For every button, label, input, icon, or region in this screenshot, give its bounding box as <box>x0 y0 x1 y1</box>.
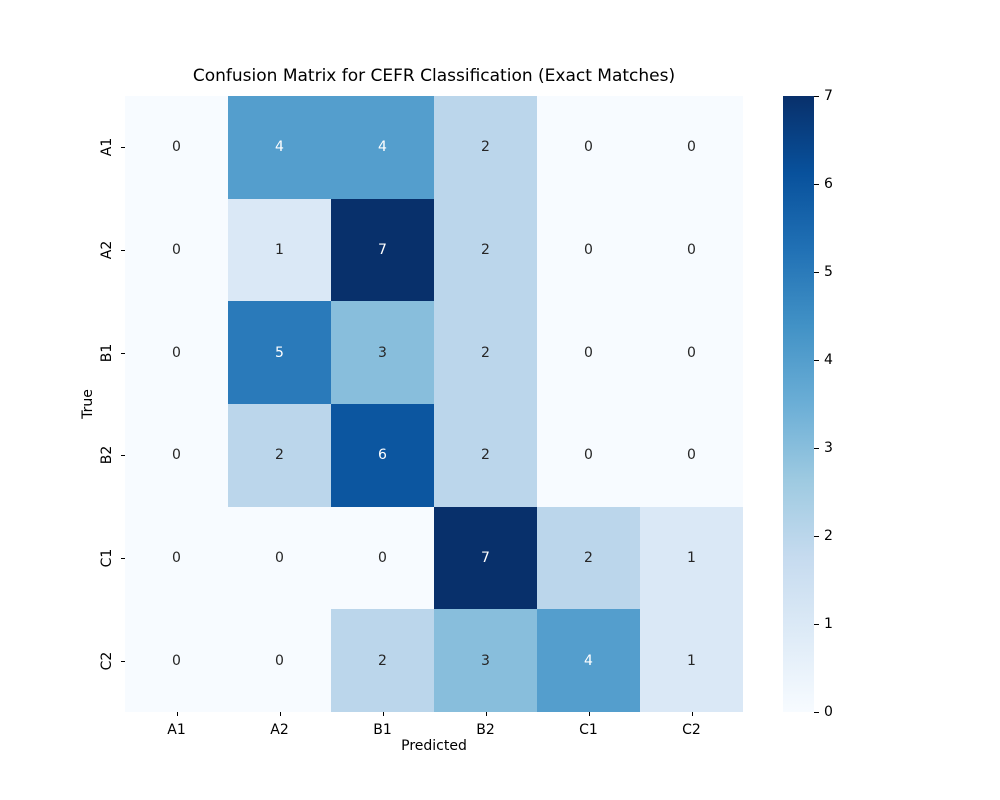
heatmap-cell: 4 <box>228 96 331 199</box>
y-tick-label: B1 <box>99 343 115 362</box>
heatmap-cell: 2 <box>434 301 537 404</box>
colorbar-tick-mark <box>814 536 819 537</box>
heatmap-cell: 2 <box>537 506 640 610</box>
heatmap-cell: 6 <box>331 403 434 507</box>
colorbar-tick-mark <box>814 360 819 361</box>
x-tick-mark <box>176 712 178 716</box>
x-tick-label: C2 <box>682 722 701 738</box>
heatmap-cell: 7 <box>434 506 537 610</box>
x-axis-label: Predicted <box>401 738 467 754</box>
colorbar-gradient <box>783 96 814 712</box>
heatmap-cell: 0 <box>125 609 228 712</box>
heatmap-cell: 0 <box>331 506 434 610</box>
y-tick-label: B2 <box>99 446 115 465</box>
y-tick-mark <box>121 455 125 457</box>
heatmap-cell: 2 <box>434 96 537 199</box>
heatmap-cell: 0 <box>537 403 640 507</box>
heatmap-cell: 0 <box>125 198 228 302</box>
chart-title: Confusion Matrix for CEFR Classification… <box>192 66 676 86</box>
y-tick-label: A1 <box>99 138 115 157</box>
heatmap-cell: 1 <box>640 506 743 610</box>
colorbar-tick-mark <box>814 448 819 449</box>
y-tick-label: C2 <box>99 651 115 670</box>
heatmap-cell: 0 <box>640 96 743 199</box>
x-tick-label: B2 <box>476 722 495 738</box>
x-tick-mark <box>691 712 693 716</box>
heatmap-cell: 2 <box>434 198 537 302</box>
heatmap-cell: 0 <box>640 198 743 302</box>
x-tick-mark <box>279 712 281 716</box>
colorbar-tick-mark <box>814 184 819 185</box>
colorbar-tick-label: 7 <box>824 88 833 104</box>
heatmap-cell: 0 <box>537 96 640 199</box>
heatmap-cell: 3 <box>331 301 434 404</box>
heatmap-cell: 0 <box>640 403 743 507</box>
colorbar-tick-label: 6 <box>824 176 833 192</box>
y-tick-mark <box>121 558 125 559</box>
heatmap-cell: 0 <box>640 301 743 404</box>
heatmap-cell: 0 <box>537 198 640 302</box>
heatmap-cell: 1 <box>228 198 331 302</box>
y-tick-mark <box>121 660 125 662</box>
heatmap-cell: 0 <box>125 301 228 404</box>
colorbar-tick-label: 5 <box>824 264 833 280</box>
colorbar-tick-label: 3 <box>824 440 833 456</box>
x-tick-label: A2 <box>270 722 289 738</box>
colorbar-tick-label: 1 <box>824 616 833 632</box>
heatmap-cell: 0 <box>228 506 331 610</box>
x-tick-mark <box>485 712 487 716</box>
x-tick-mark <box>588 712 590 716</box>
x-axis-ticks: A1 A2 B1 B2 C1 C2 <box>125 712 743 762</box>
colorbar-tick-mark <box>814 96 819 97</box>
y-tick-mark <box>121 352 125 354</box>
colorbar-tick-label: 2 <box>824 528 833 544</box>
colorbar-tick-mark <box>814 272 819 273</box>
heatmap-cell: 7 <box>331 198 434 302</box>
heatmap-cell: 4 <box>537 609 640 712</box>
heatmap-cell: 3 <box>434 609 537 712</box>
heatmap-cell: 2 <box>331 609 434 712</box>
heatmap-cell: 5 <box>228 301 331 404</box>
heatmap-cell: 0 <box>125 96 228 199</box>
y-tick-label: C1 <box>99 548 115 568</box>
y-tick-label: A2 <box>99 240 115 260</box>
colorbar-tick-mark <box>814 624 819 625</box>
heatmap-cell: 2 <box>228 403 331 507</box>
heatmap-cell: 0 <box>228 609 331 712</box>
heatmap-cell: 2 <box>434 403 537 507</box>
heatmap-cell: 0 <box>537 301 640 404</box>
y-axis-label: True <box>80 389 96 419</box>
colorbar-tick-label: 0 <box>824 704 833 720</box>
y-axis-ticks: A1 A2 B1 B2 C1 C2 <box>0 96 125 712</box>
x-tick-label: B1 <box>373 722 392 738</box>
y-tick-mark <box>121 250 125 251</box>
x-tick-label: A1 <box>167 722 186 738</box>
colorbar-tick-mark <box>814 712 819 713</box>
heatmap-cell: 0 <box>125 403 228 507</box>
y-tick-mark <box>121 147 125 149</box>
colorbar-tick-label: 4 <box>824 352 833 368</box>
heatmap-cell: 0 <box>125 506 228 610</box>
x-tick-label: C1 <box>579 722 598 738</box>
heatmap-cell: 1 <box>640 609 743 712</box>
colorbar-ticks: 0 1 2 3 4 5 6 7 <box>814 88 874 720</box>
x-tick-mark <box>382 712 384 716</box>
heatmap-cell: 4 <box>331 96 434 199</box>
